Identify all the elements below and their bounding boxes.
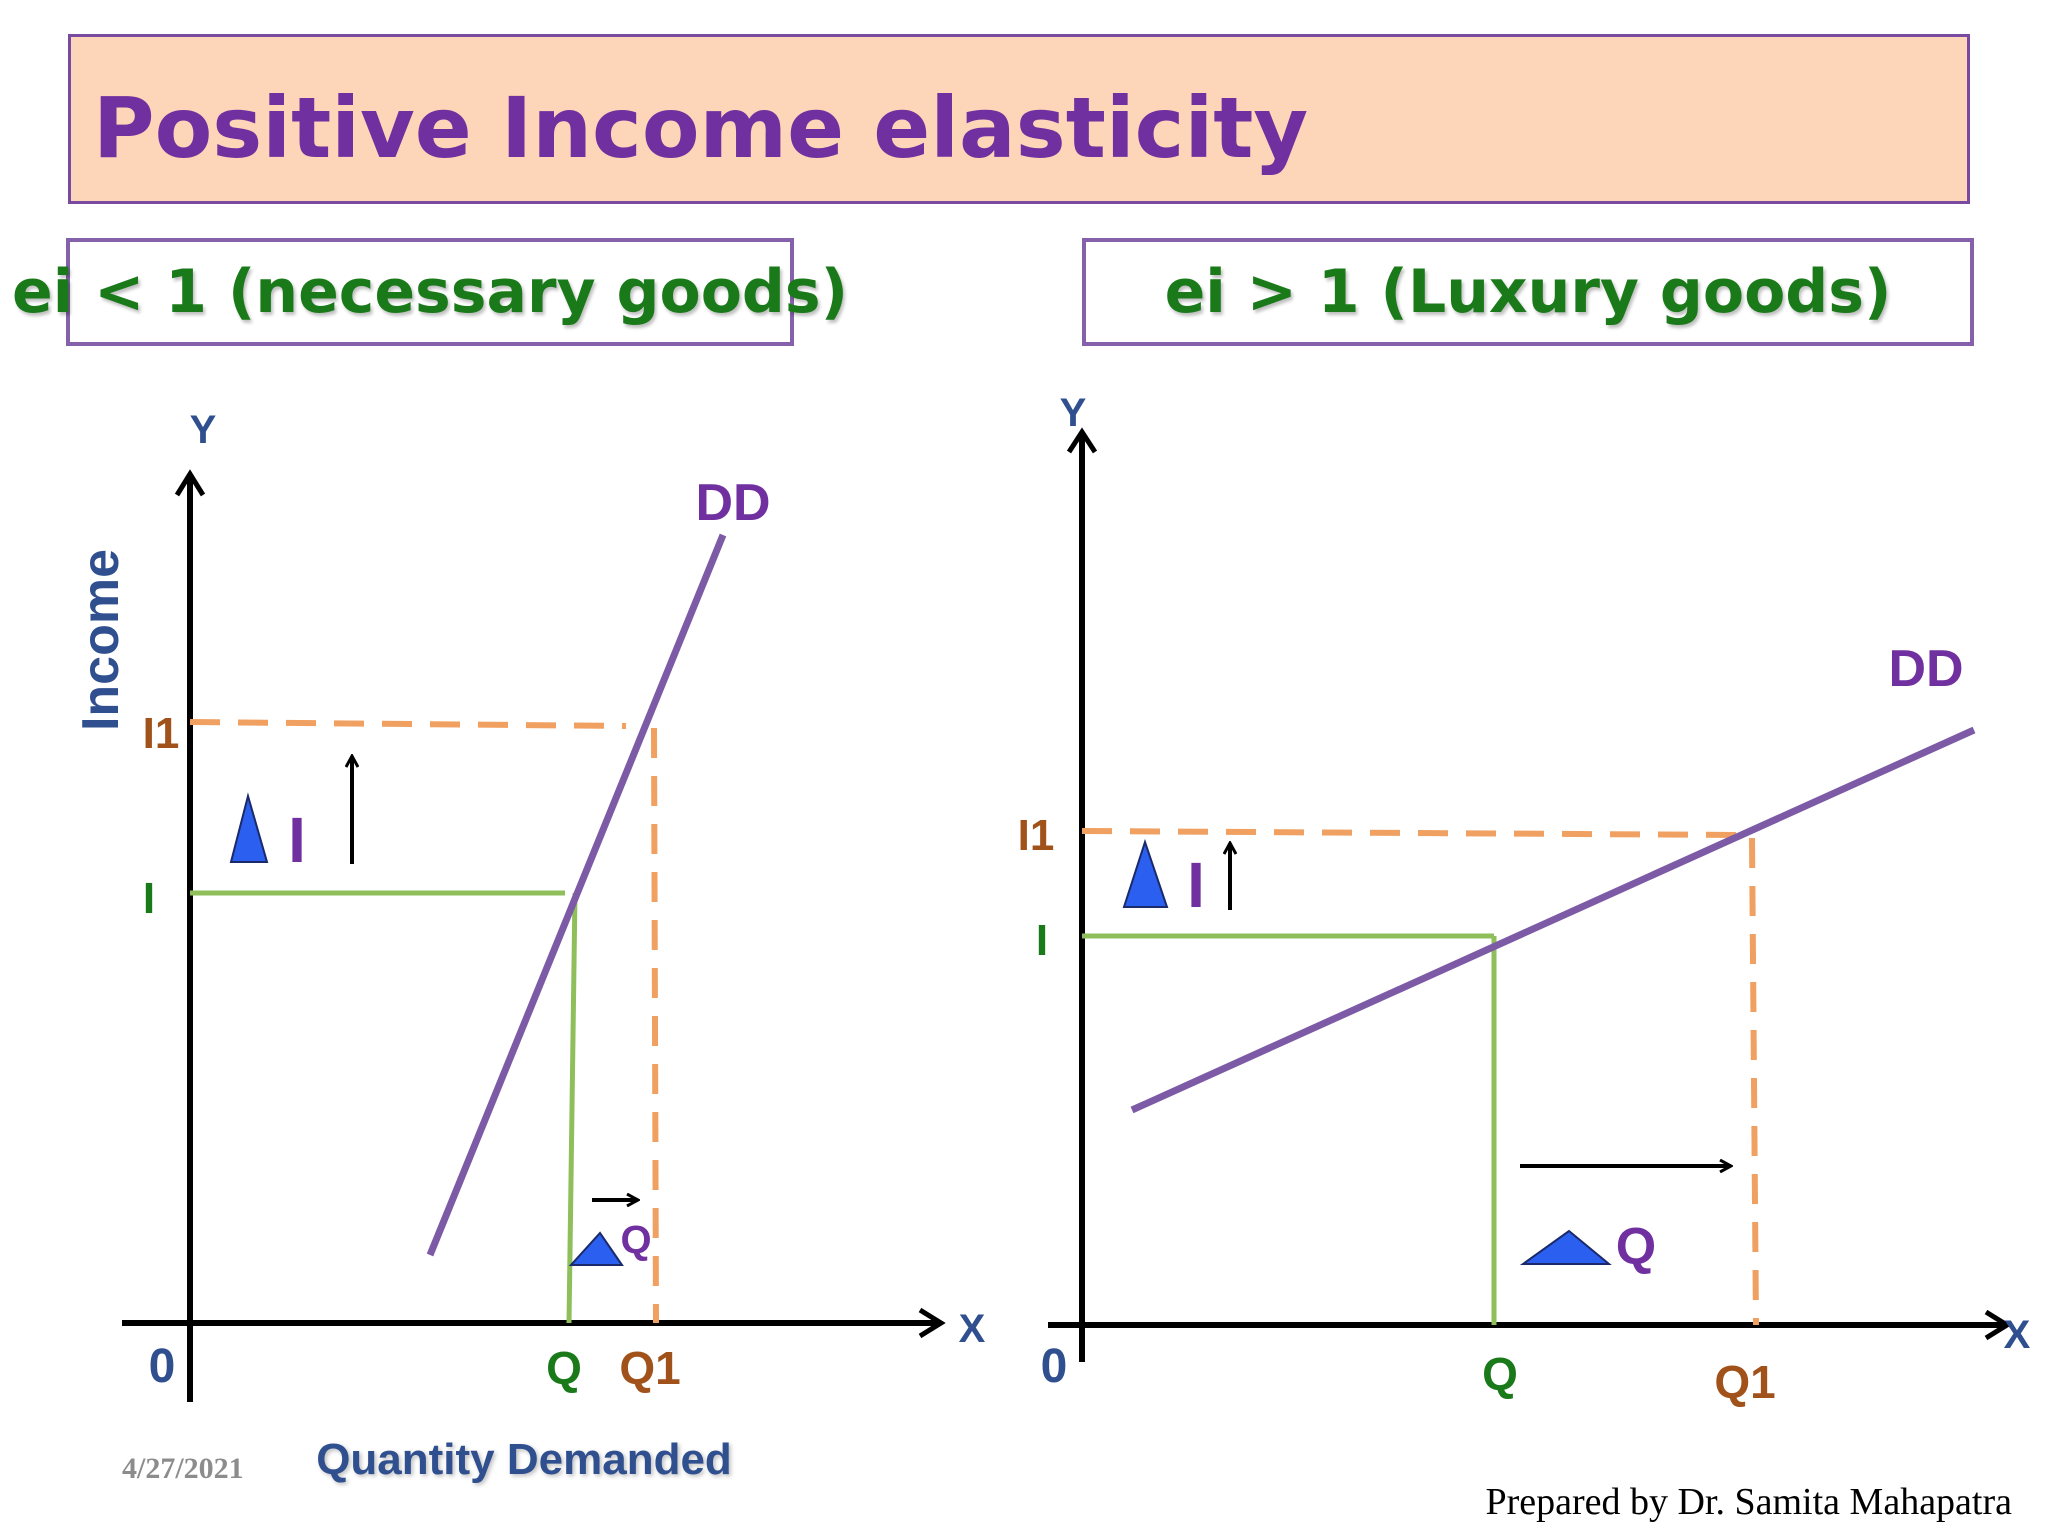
left-x-axis-label: X	[959, 1307, 986, 1351]
left-q-line	[566, 892, 578, 1324]
right-delta-income-triangle	[1122, 838, 1169, 908]
right-i1-dashed-line	[1081, 828, 1743, 838]
left-y-axis-label: Y	[190, 408, 217, 452]
right-income-label-i1: I1	[1018, 811, 1055, 860]
left-x-title: Quantity Demanded	[316, 1435, 732, 1484]
left-delta-income-label: I	[288, 804, 306, 876]
left-delta-quantity-label: Q	[620, 1218, 651, 1262]
left-dd-curve	[426, 533, 727, 1257]
left-q1-dashed-line	[651, 727, 659, 1324]
left-y-arrowhead	[174, 469, 206, 497]
footer-credit: Prepared by Dr. Samita Mahapatra	[1485, 1481, 2012, 1523]
left-diagram	[122, 469, 946, 1402]
right-x-arrowhead	[1984, 1309, 2012, 1341]
left-quantity-label-q: Q	[546, 1342, 582, 1394]
right-y-arrowhead	[1066, 427, 1098, 454]
right-x-axis-label: X	[2004, 1313, 2031, 1357]
left-delta-quantity-triangle	[568, 1231, 624, 1266]
left-heading: ei < 1 (necessary goods)	[12, 257, 849, 327]
page-title: Positive Income elasticity	[93, 79, 1309, 177]
left-i1-dashed-line	[189, 719, 627, 729]
right-q1-dashed-line	[1749, 837, 1759, 1326]
right-y-axis-label: Y	[1060, 391, 1087, 435]
right-diagram	[1048, 427, 2012, 1362]
right-origin-label: 0	[1041, 1340, 1068, 1393]
left-income-label-i1: I1	[143, 709, 180, 758]
right-heading-box: ei > 1 (Luxury goods)	[1082, 238, 1974, 346]
left-income-label-i: I	[143, 874, 155, 923]
right-dd-curve	[1130, 726, 1976, 1114]
left-heading-box: ei < 1 (necessary goods)	[12, 238, 848, 346]
left-origin-label: 0	[149, 1340, 176, 1393]
left-delta-income-triangle	[229, 792, 269, 863]
right-quantity-label-q1: Q1	[1714, 1356, 1775, 1408]
title-banner: Positive Income elasticity	[68, 34, 1970, 204]
left-x-arrowhead	[918, 1307, 946, 1339]
right-delta-quantity-label: Q	[1616, 1218, 1656, 1276]
footer-date: 4/27/2021	[122, 1452, 244, 1485]
left-curve-label: DD	[695, 474, 770, 532]
right-income-label-i: I	[1036, 916, 1048, 965]
left-quantity-label-q1: Q1	[619, 1342, 680, 1394]
right-delta-quantity-triangle	[1519, 1229, 1612, 1265]
right-heading: ei > 1 (Luxury goods)	[1164, 257, 1892, 327]
right-curve-label: DD	[1888, 640, 1963, 698]
right-delta-income-label: I	[1187, 849, 1205, 921]
left-y-title: Income	[72, 549, 130, 731]
right-quantity-label-q: Q	[1482, 1348, 1518, 1400]
